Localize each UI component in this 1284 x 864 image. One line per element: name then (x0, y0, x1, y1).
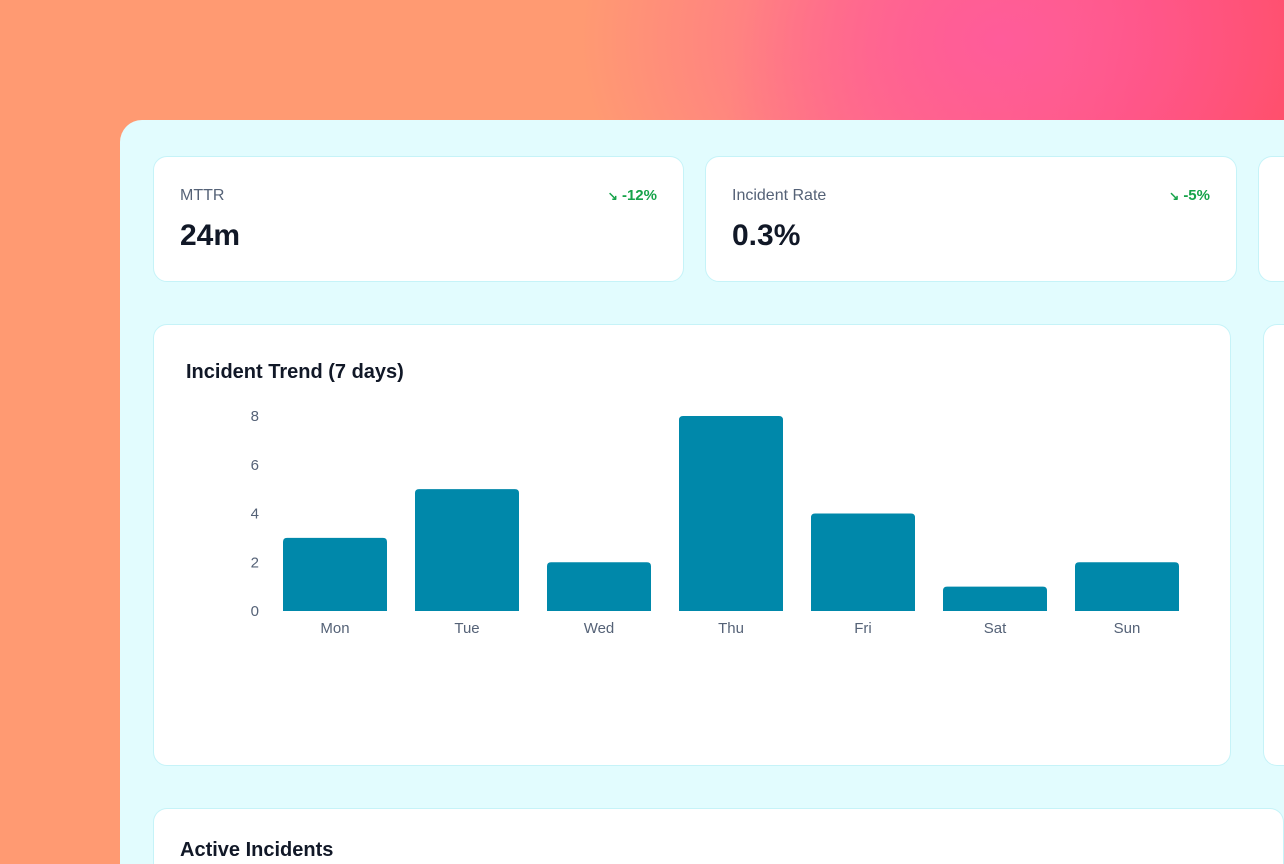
bar-sun (1075, 562, 1179, 611)
kpi-value: 24m (180, 219, 241, 252)
bar-mon (283, 537, 387, 611)
kpi-label: MTTR (180, 187, 225, 204)
x-tick-label: Sat (984, 620, 1007, 637)
kpi-card-partial (1258, 156, 1284, 282)
x-tick-label: Mon (320, 620, 349, 637)
y-tick-label: 8 (251, 408, 259, 425)
dashboard-panel: MTTR 24m ↘ -12% Incident Rate 0.3% ↘ -5%… (120, 120, 1284, 864)
bar-sat (943, 586, 1047, 611)
trending-down-icon: ↘ (1169, 189, 1180, 203)
y-tick-label: 6 (251, 457, 259, 474)
x-tick-label: Sun (1114, 620, 1141, 637)
bar-wed (547, 562, 651, 611)
kpi-card-mttr: MTTR 24m ↘ -12% (153, 156, 684, 282)
side-card-partial (1263, 324, 1284, 766)
chart-title: Incident Trend (7 days) (186, 361, 404, 383)
incident-trend-chart-card: Incident Trend (7 days) 0 2 4 6 8 Mon Tue Wed Th… (153, 324, 1231, 766)
trending-down-icon: ↘ (607, 189, 618, 203)
section-title: Active Incidents (180, 839, 334, 861)
kpi-delta: ↘ -5% (1169, 187, 1210, 204)
x-tick-label: Thu (718, 620, 744, 637)
x-tick-label: Fri (854, 620, 872, 637)
y-tick-label: 4 (251, 506, 259, 523)
kpi-label: Incident Rate (732, 187, 827, 204)
kpi-card-incident-rate: Incident Rate 0.3% ↘ -5% (705, 156, 1237, 282)
incident-trend-chart: 0 2 4 6 8 Mon Tue Wed Thu Fri Sat Sun (251, 408, 1179, 637)
x-tick-label: Tue (454, 620, 479, 637)
bar-fri (811, 513, 915, 611)
bar-thu (679, 416, 783, 611)
kpi-delta: ↘ -12% (607, 187, 657, 204)
bar-tue (415, 489, 519, 611)
kpi-value: 0.3% (732, 219, 801, 252)
active-incidents-card: Active Incidents (153, 808, 1284, 864)
x-tick-label: Wed (584, 620, 615, 637)
y-tick-label: 2 (251, 554, 259, 571)
y-tick-label: 0 (251, 603, 259, 620)
